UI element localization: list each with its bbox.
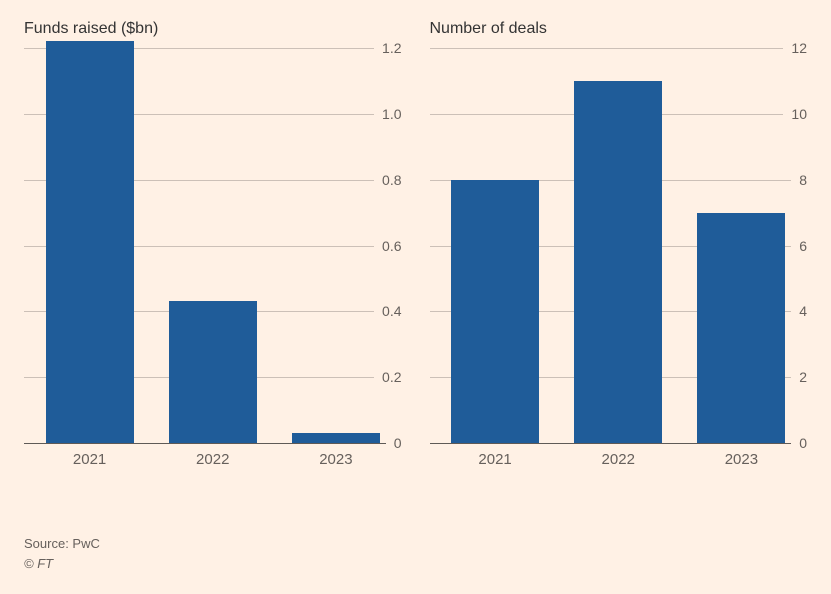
plot: 00.20.40.60.81.01.2 — [24, 48, 402, 443]
gridline — [24, 443, 402, 444]
x-axis: 2021 2022 2023 — [430, 443, 808, 468]
plot-area: 00.20.40.60.81.01.2 2021 2022 2023 — [24, 48, 402, 468]
chart-title: Number of deals — [430, 20, 808, 38]
x-label: 2023 — [292, 451, 380, 468]
chart-0: Funds raised ($bn)00.20.40.60.81.01.2202… — [24, 20, 402, 520]
plot-area: 024681012 2021 2022 2023 — [430, 48, 808, 468]
bar — [46, 41, 134, 443]
x-axis: 2021 2022 2023 — [24, 443, 402, 468]
x-label: 2023 — [697, 451, 785, 468]
plot: 024681012 — [430, 48, 808, 443]
copyright-label: © FT — [24, 554, 807, 574]
bars — [24, 48, 402, 443]
chart-container: Funds raised ($bn)00.20.40.60.81.01.2202… — [0, 0, 831, 594]
x-label: 2021 — [46, 451, 134, 468]
chart-1: Number of deals 024681012 2021 2022 2023 — [430, 20, 808, 520]
bar — [169, 301, 257, 443]
chart-title: Funds raised ($bn) — [24, 20, 402, 38]
source-label: Source: PwC — [24, 534, 807, 554]
gridline — [430, 443, 808, 444]
x-label: 2022 — [169, 451, 257, 468]
bar — [574, 81, 662, 443]
chart-footer: Source: PwC © FT — [24, 534, 807, 573]
charts-row: Funds raised ($bn)00.20.40.60.81.01.2202… — [24, 20, 807, 520]
bar — [451, 180, 539, 443]
x-label: 2021 — [451, 451, 539, 468]
bars — [430, 48, 808, 443]
bar — [292, 433, 380, 443]
bar — [697, 213, 785, 443]
x-label: 2022 — [574, 451, 662, 468]
